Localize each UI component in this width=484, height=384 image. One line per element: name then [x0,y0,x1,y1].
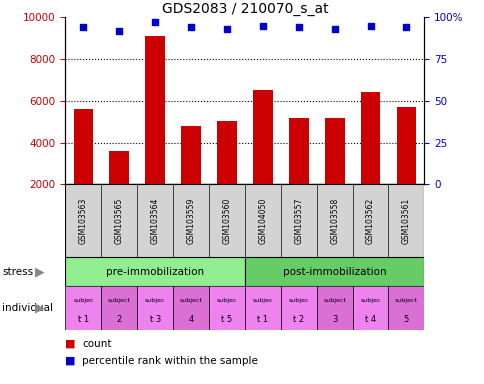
Text: t 2: t 2 [293,315,303,324]
Point [366,23,374,29]
Text: subject: subject [394,298,417,303]
Bar [244,286,280,330]
Bar [352,286,388,330]
Text: GSM103560: GSM103560 [222,198,231,244]
Text: GSM103564: GSM103564 [151,198,159,244]
Bar [316,286,352,330]
Point [187,24,195,30]
Bar [109,151,129,184]
Text: t 1: t 1 [257,315,268,324]
Text: subjec: subjec [73,298,93,303]
Point [223,26,230,32]
Text: subjec: subjec [145,298,165,303]
Point [258,23,266,29]
Bar [388,286,424,330]
Text: t 3: t 3 [149,315,161,324]
Point [151,19,159,25]
Text: ■: ■ [65,356,76,366]
Bar [65,286,101,330]
Bar [280,286,316,330]
Text: ▶: ▶ [35,302,45,314]
Text: GSM103559: GSM103559 [186,198,195,244]
Bar [74,109,93,184]
Text: GSM103562: GSM103562 [365,198,374,244]
Text: individual: individual [2,303,53,313]
Text: subjec: subjec [288,298,308,303]
Bar [173,286,209,330]
Text: t 1: t 1 [78,315,89,324]
Bar [209,286,244,330]
Text: GSM103563: GSM103563 [79,198,88,244]
Bar [181,126,200,184]
Point [402,24,409,30]
Text: subject: subject [322,298,346,303]
Text: GSM103558: GSM103558 [330,198,338,244]
Text: ▶: ▶ [35,265,45,278]
Text: subjec: subjec [252,298,272,303]
Point [330,26,338,32]
Text: t 5: t 5 [221,315,232,324]
Bar [253,90,272,184]
Text: subject: subject [179,298,202,303]
Text: pre-immobilization: pre-immobilization [106,266,204,277]
Text: subject: subject [107,298,131,303]
Text: GSM104050: GSM104050 [258,198,267,244]
Point [115,28,123,34]
Text: count: count [82,339,112,349]
Text: ■: ■ [65,339,76,349]
Bar [288,118,308,184]
Point [79,24,87,30]
Text: 3: 3 [331,315,337,324]
Bar [65,257,244,286]
Text: percentile rank within the sample: percentile rank within the sample [82,356,258,366]
Text: 4: 4 [188,315,193,324]
Text: 5: 5 [403,315,408,324]
Bar [360,93,379,184]
Bar [101,286,137,330]
Bar [396,107,415,184]
Bar [324,118,344,184]
Point [294,24,302,30]
Text: 2: 2 [117,315,121,324]
Bar [244,257,424,286]
Text: GSM103565: GSM103565 [115,198,123,244]
Text: GSM103557: GSM103557 [294,198,302,244]
Text: GSM103561: GSM103561 [401,198,410,244]
Text: post-immobilization: post-immobilization [282,266,386,277]
Bar [145,36,165,184]
Bar [137,286,173,330]
Text: t 4: t 4 [364,315,375,324]
Text: subjec: subjec [360,298,380,303]
Bar [217,121,236,184]
Text: subjec: subjec [216,298,237,303]
Text: stress: stress [2,266,33,277]
Title: GDS2083 / 210070_s_at: GDS2083 / 210070_s_at [161,2,328,16]
